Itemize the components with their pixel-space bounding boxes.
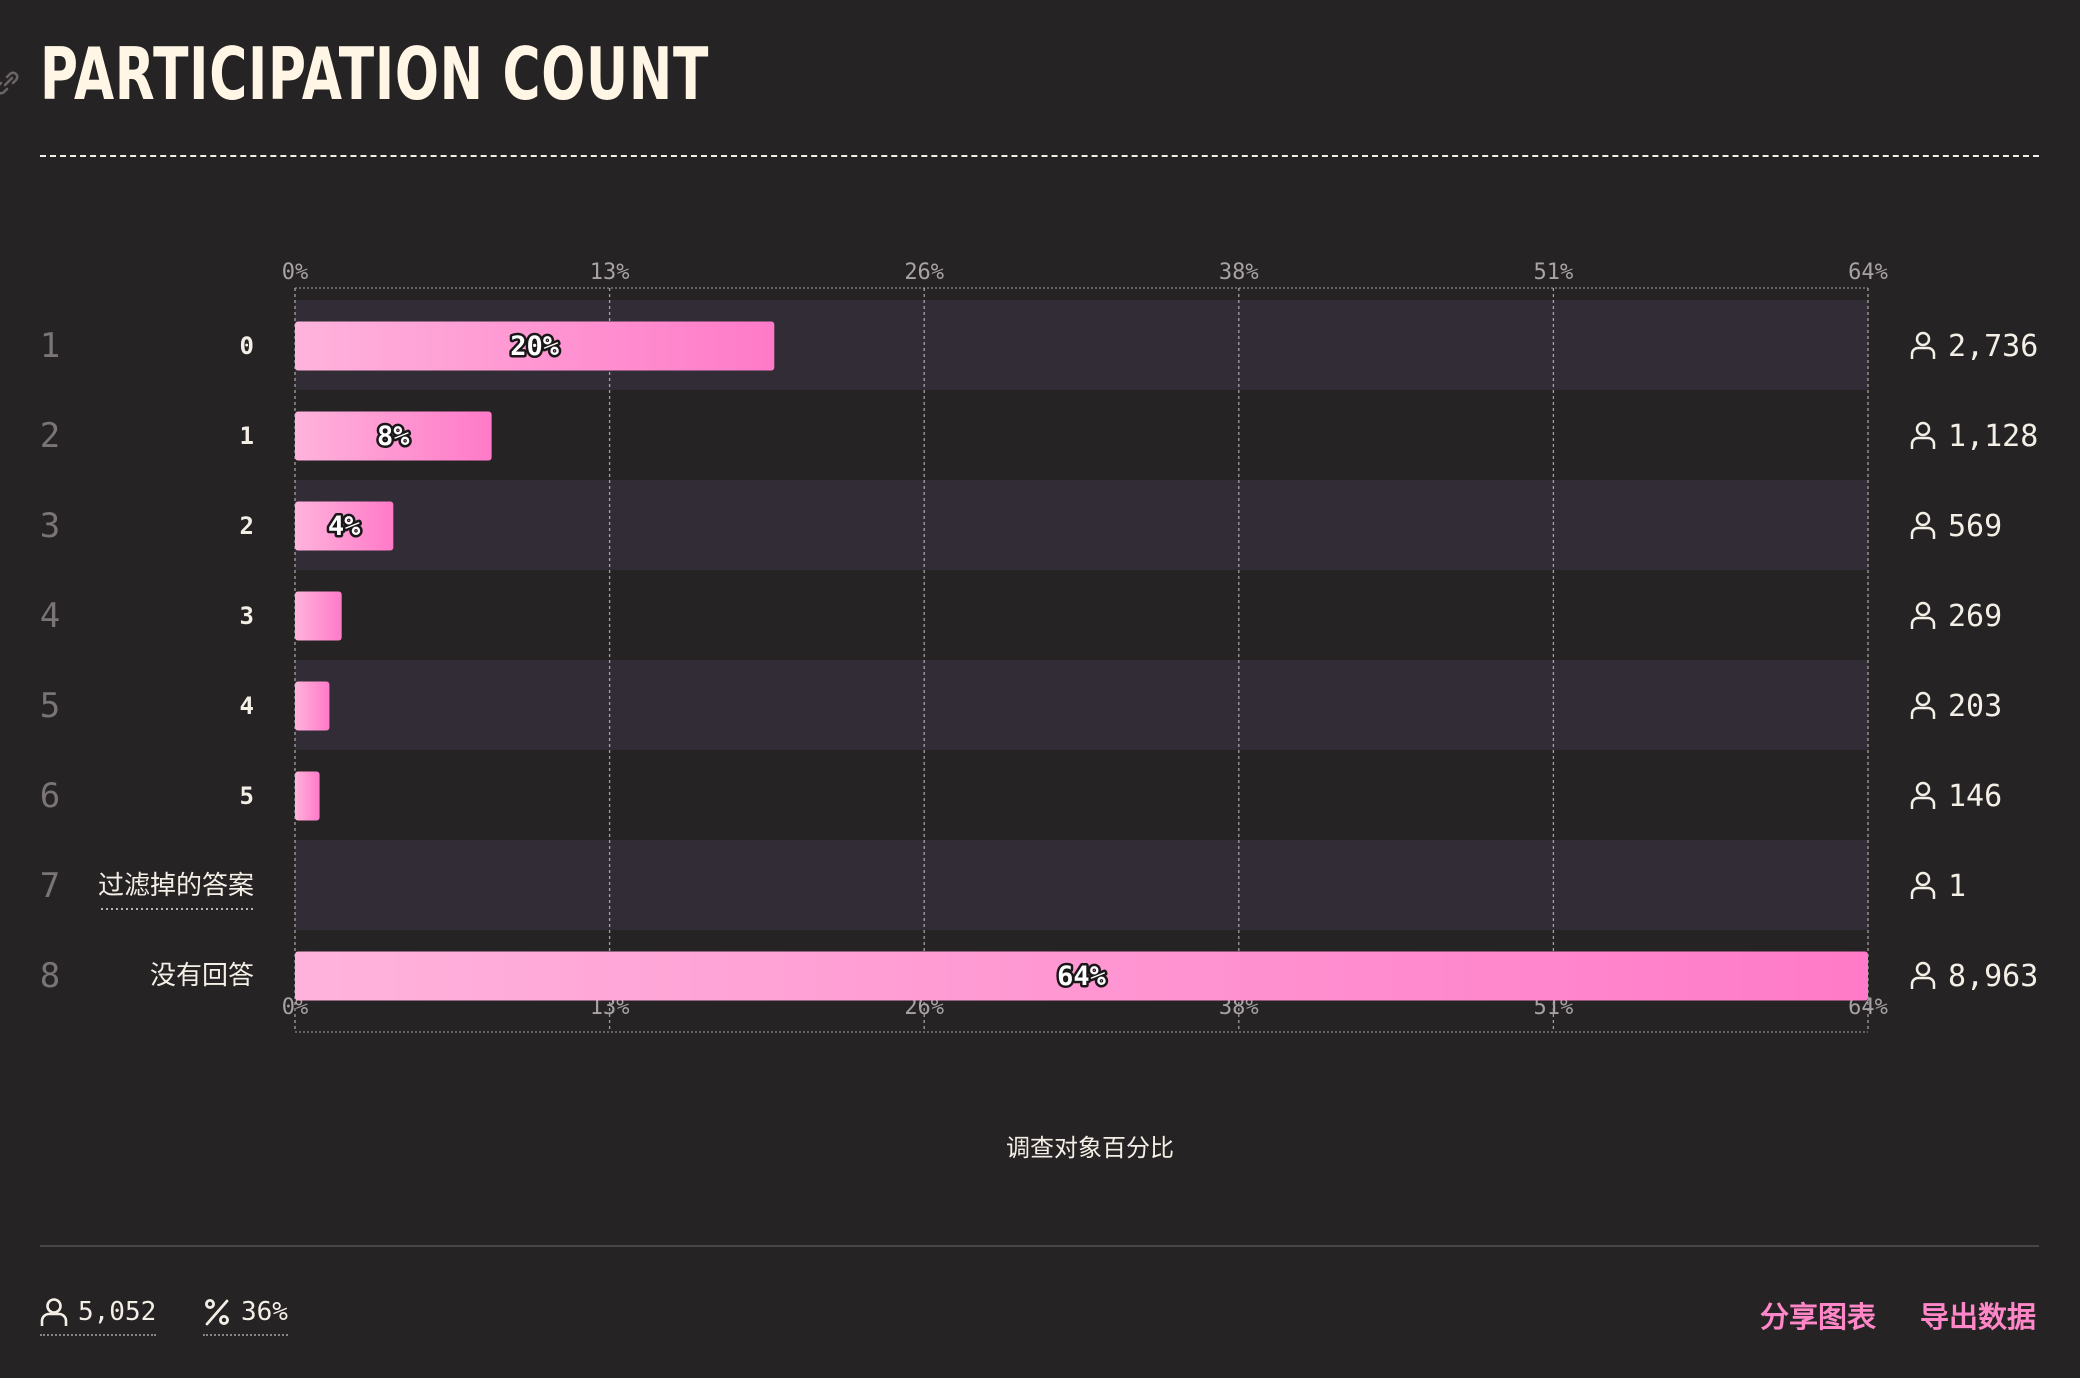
row-number: 1 [40, 326, 60, 366]
category-label: 1 [240, 422, 254, 450]
respondent-count: 269 [1948, 599, 2002, 634]
respondent-count: 203 [1948, 689, 2002, 724]
respondent-count: 1 [1948, 869, 1966, 904]
category-label: 没有回答 [150, 961, 254, 991]
row-number: 5 [40, 686, 60, 726]
x-tick-label-top: 51% [1534, 260, 1574, 285]
row-number: 6 [40, 776, 60, 816]
person-icon [1910, 331, 1936, 359]
person-icon [1910, 511, 1936, 539]
respondent-count: 146 [1948, 779, 2002, 814]
bar-value-label: 4% [328, 511, 361, 542]
x-tick-label-top: 64% [1848, 260, 1888, 285]
respondent-count: 8,963 [1948, 959, 2038, 994]
category-label: 3 [240, 602, 254, 630]
person-icon [1910, 421, 1936, 449]
person-icon [40, 1298, 68, 1326]
bar-value-label: 8% [377, 421, 410, 452]
category-label: 4 [240, 692, 254, 720]
respondent-count: 2,736 [1948, 329, 2038, 364]
respondent-percent[interactable]: 36% [203, 1292, 288, 1336]
footer-divider [40, 1245, 2039, 1247]
bar [295, 321, 775, 371]
person-icon [1910, 781, 1936, 809]
row-band [295, 840, 1868, 930]
row-number: 7 [40, 866, 60, 906]
category-label: 过滤掉的答案 [98, 871, 254, 901]
x-tick-label-top: 38% [1219, 260, 1259, 285]
bar [295, 951, 1868, 1001]
title-divider [40, 155, 2039, 157]
person-icon [1910, 871, 1936, 899]
category-label: 5 [240, 782, 254, 810]
share-chart-button[interactable]: 分享图表 [1760, 1302, 1877, 1334]
bar [295, 411, 492, 461]
respondent-count: 1,128 [1948, 419, 2038, 454]
bar-value-label: 64% [1057, 961, 1107, 992]
bar [295, 591, 342, 641]
total-respondents[interactable]: 5,052 [40, 1292, 157, 1336]
bar [295, 501, 394, 551]
person-icon [1910, 601, 1936, 629]
link-icon[interactable] [0, 70, 20, 96]
row-number: 4 [40, 596, 60, 636]
x-tick-label-top: 0% [282, 260, 309, 285]
category-label: 0 [240, 332, 254, 360]
row-band [295, 480, 1868, 570]
x-tick-label-top: 13% [590, 260, 630, 285]
row-band [295, 660, 1868, 750]
export-data-button[interactable]: 导出数据 [1920, 1302, 2037, 1334]
bar [295, 771, 320, 821]
respondent-count: 569 [1948, 509, 2002, 544]
person-icon [1910, 961, 1936, 989]
percent-icon [205, 1299, 229, 1326]
category-label: 2 [240, 512, 254, 540]
bar-chart: 0%0%13%13%26%26%38%38%51%51%64%64% 20%8%… [40, 260, 2038, 1033]
respondent-percent-value: 36% [241, 1297, 288, 1327]
x-axis-title: 调查对象百分比 [1006, 1135, 1174, 1162]
row-number: 3 [40, 506, 60, 546]
row-number: 2 [40, 416, 60, 456]
person-icon [1910, 691, 1936, 719]
row-number: 8 [40, 956, 60, 996]
page-title: PARTICIPATION COUNT [40, 32, 710, 116]
bar [295, 681, 330, 731]
bar-value-label: 20% [510, 331, 560, 362]
total-respondents-value: 5,052 [78, 1297, 157, 1327]
x-tick-label-top: 26% [904, 260, 944, 285]
